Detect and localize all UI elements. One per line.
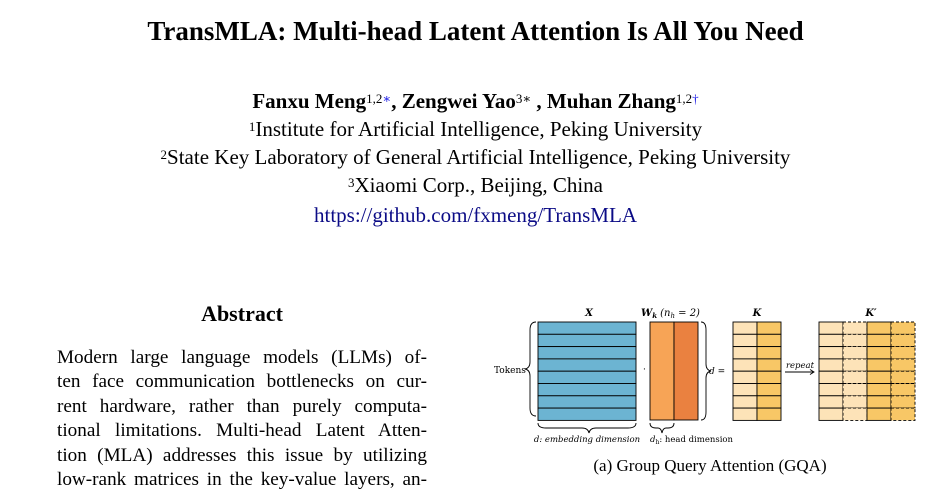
abstract-line: low-rank matrices in the key-value layer… (57, 468, 427, 490)
k-prime-cell (890, 407, 916, 421)
k-prime-cell (866, 407, 892, 421)
k-prime-cell (890, 321, 916, 335)
author-list: Fanxu Meng1,2∗, Zengwei Yao3∗ , Muhan Zh… (0, 88, 951, 114)
abstract-body: Modern large language models (LLMs) of- … (57, 346, 427, 492)
label-tokens: Tokens (494, 366, 526, 376)
k-prime-cell (818, 383, 844, 397)
k-prime-cell (890, 395, 916, 409)
x-matrix (537, 321, 637, 421)
k-cell (732, 321, 758, 335)
k-cell (756, 395, 782, 409)
label-dot: · (643, 365, 646, 375)
k-prime-cell (842, 383, 868, 397)
label-d-eq: d = (709, 367, 725, 377)
k-prime-cell (866, 333, 892, 348)
k-prime-cell (818, 395, 844, 409)
affiliation-3: 3Xiaomi Corp., Beijing, China (348, 173, 603, 197)
k-cell (756, 346, 782, 360)
k-cell (732, 407, 758, 421)
label-embed-dim: d: embedding dimension (534, 435, 640, 445)
k-prime-cell (842, 333, 868, 348)
label-x: X (584, 308, 594, 319)
k-cell (732, 383, 758, 397)
k-cell (756, 358, 782, 372)
k-prime-cell (866, 358, 892, 372)
k-prime-cell (890, 346, 916, 360)
k-prime-cell (866, 321, 892, 335)
k-cell (732, 370, 758, 384)
author-2: Zengwei Yao3∗ , (401, 89, 547, 113)
abstract-heading: Abstract (201, 301, 283, 326)
k-matrix (732, 321, 782, 421)
k-cell (756, 407, 782, 421)
x-row (537, 370, 637, 384)
k-cell (732, 346, 758, 360)
k-prime-cell (818, 407, 844, 421)
k-prime-cell (818, 370, 844, 384)
repeat-arrowhead (809, 369, 815, 375)
k-cell (732, 333, 758, 348)
k-prime-cell (842, 395, 868, 409)
x-row (537, 407, 637, 421)
figure-caption: (a) Group Query Attention (GQA) (593, 456, 827, 475)
k-cell (756, 370, 782, 384)
affiliation-1: 1Institute for Artificial Intelligence, … (248, 117, 703, 141)
k-cell (732, 358, 758, 372)
k-prime-cell (890, 358, 916, 372)
k-prime-cell (866, 395, 892, 409)
label-k: K (752, 308, 763, 319)
x-row (537, 383, 637, 397)
label-k-prime: K′ (864, 308, 877, 319)
abstract-line: ten face communication bottlenecks on cu… (57, 371, 427, 393)
k-prime-cell (818, 333, 844, 348)
affiliation-2: 2State Key Laboratory of General Artific… (160, 145, 791, 169)
k-prime-cell (866, 370, 892, 384)
head-brace (649, 422, 675, 434)
wk-head-2 (673, 321, 699, 421)
k-prime-cell (842, 407, 868, 421)
abstract-line: tional limitations. Multi-head Latent At… (57, 420, 427, 442)
k-prime-cell (890, 333, 916, 348)
x-row (537, 333, 637, 348)
k-prime-cell (890, 370, 916, 384)
gqa-figure: X Tokens · Wk (nh = 2) d = K repeat K′ d:… (486, 300, 951, 477)
embed-brace (537, 422, 637, 434)
paper-title: TransMLA: Multi-head Latent Attention Is… (147, 16, 804, 46)
label-repeat: repeat (786, 361, 815, 371)
k-prime-cell (866, 383, 892, 397)
k-prime-cell (842, 346, 868, 360)
x-row (537, 395, 637, 409)
x-row (537, 321, 637, 335)
abstract-line: Modern large language models (LLMs) of- (57, 347, 427, 368)
k-cell (756, 321, 782, 335)
tokens-brace (524, 321, 537, 417)
k-prime-cell (890, 383, 916, 397)
abstract-line: rent hardware, rather than purely comput… (57, 395, 427, 417)
k-prime-cell (818, 321, 844, 335)
label-wk: Wk (nh = 2) (641, 308, 700, 320)
abstract-line: tion (MLA) addresses this issue by utili… (57, 444, 427, 466)
author-3: Muhan Zhang1,2† (546, 89, 699, 113)
k-prime-matrix (818, 321, 916, 421)
author-1: Fanxu Meng1,2∗, (252, 89, 402, 113)
k-prime-cell (842, 358, 868, 372)
x-row (537, 358, 637, 372)
k-prime-cell (842, 370, 868, 384)
k-cell (756, 333, 782, 348)
x-row (537, 346, 637, 360)
d-brace (700, 321, 712, 421)
k-prime-cell (842, 321, 868, 335)
label-head-dim: dh: head dimension (650, 435, 734, 446)
k-prime-cell (818, 358, 844, 372)
wk-head-1 (649, 321, 675, 421)
gqa-diagram: X Tokens · Wk (nh = 2) d = K repeat K′ d:… (494, 308, 916, 446)
k-prime-cell (866, 346, 892, 360)
k-cell (756, 383, 782, 397)
k-prime-cell (818, 346, 844, 360)
github-link[interactable]: https://github.com/fxmeng/TransMLA (314, 203, 637, 227)
k-cell (732, 395, 758, 409)
